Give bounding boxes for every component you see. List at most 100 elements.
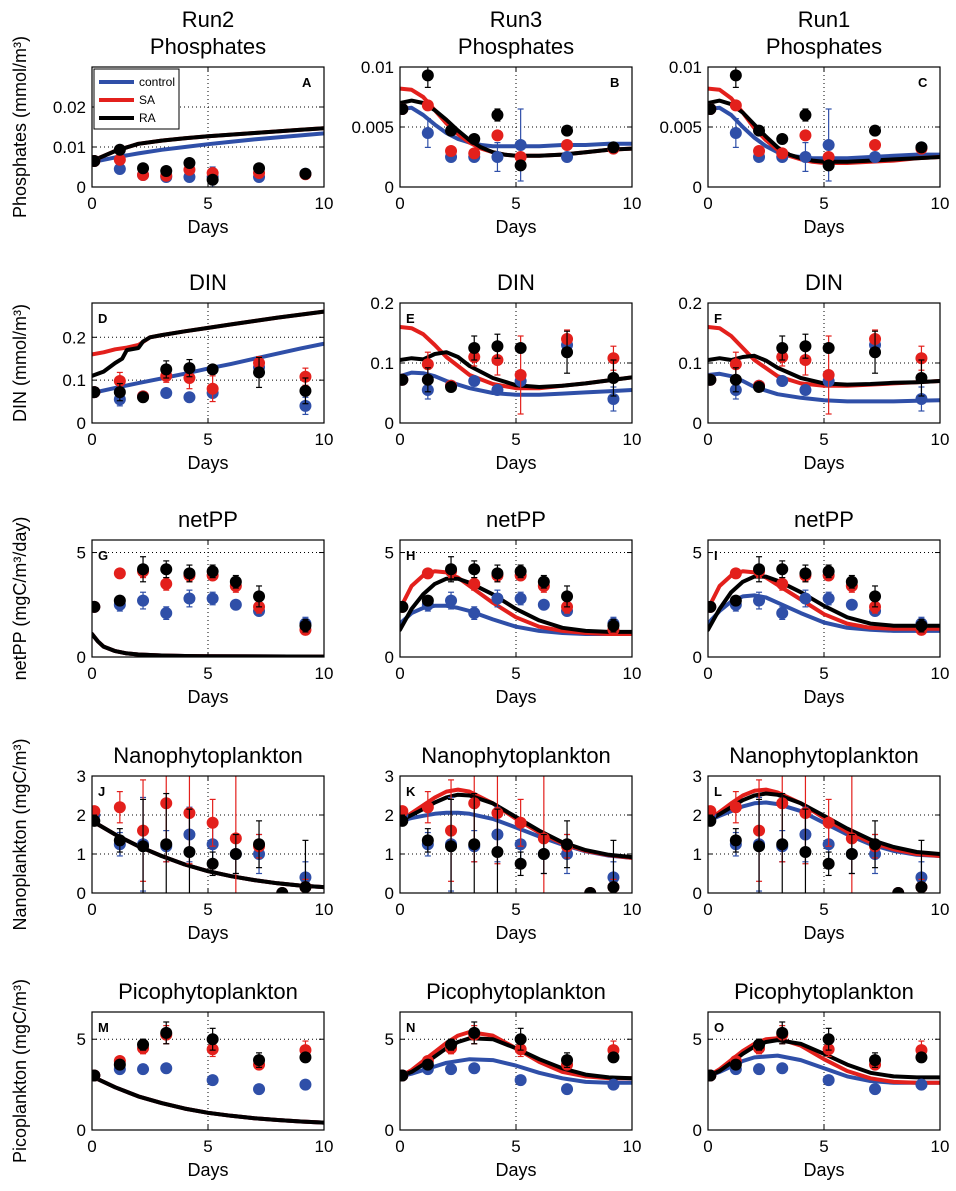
data-point-ra <box>113 386 126 399</box>
data-point-ra <box>421 594 434 607</box>
legend-label-control: control <box>139 75 175 89</box>
series-line-control <box>92 131 324 165</box>
data-point-sa <box>822 151 835 163</box>
y-tick-label: 0 <box>693 884 702 903</box>
row-y-axis-label: Picoplankton (mgC/m³) <box>10 979 30 1163</box>
y-tick-label: 0 <box>77 884 86 903</box>
x-axis-label: Days <box>803 217 844 237</box>
data-point-ra <box>776 133 789 145</box>
y-tick-label: 0.01 <box>53 138 86 157</box>
data-point-ra <box>845 575 858 588</box>
series-line-ra <box>400 576 632 634</box>
x-tick-label: 10 <box>315 664 334 683</box>
chart-title-line1: Run2 <box>182 7 235 32</box>
x-tick-label: 0 <box>395 664 404 683</box>
panel-letter: M <box>98 1020 109 1035</box>
data-point-ra <box>468 342 481 354</box>
data-point-ra <box>421 834 434 847</box>
data-point-ra <box>253 1054 266 1067</box>
data-point-ra <box>113 594 126 607</box>
data-point-control <box>468 607 481 620</box>
data-point-ra <box>915 881 928 893</box>
legend: control SA RA <box>93 68 180 130</box>
data-point-control <box>160 387 173 399</box>
x-tick-label: 0 <box>395 1137 404 1156</box>
x-tick-label: 5 <box>511 194 520 213</box>
data-point-ra <box>607 141 620 154</box>
data-point-ra <box>729 373 742 386</box>
panel-letter: O <box>714 1020 724 1035</box>
y-tick-label: 0.1 <box>370 354 394 373</box>
x-tick-label: 10 <box>931 664 950 683</box>
data-point-ra <box>799 567 812 580</box>
data-point-control <box>468 375 481 387</box>
data-point-control <box>468 1062 481 1075</box>
chart-title: DIN <box>805 270 843 295</box>
data-point-ra <box>915 619 928 632</box>
x-tick-label: 5 <box>511 664 520 683</box>
legend-label-sa: SA <box>139 93 155 107</box>
plot-content <box>400 556 632 636</box>
data-point-ra <box>753 1038 766 1051</box>
chart-title: netPP <box>486 507 546 532</box>
data-point-ra <box>561 346 574 359</box>
y-tick-label: 0.01 <box>669 58 702 77</box>
y-tick-label: 3 <box>385 767 394 786</box>
data-point-ra <box>445 1038 458 1051</box>
series-line-ra <box>92 1074 324 1125</box>
x-axis-label: Days <box>495 923 536 943</box>
data-point-ra <box>206 565 219 578</box>
x-tick-label: 0 <box>703 430 712 449</box>
y-tick-label: 1 <box>77 845 86 864</box>
data-point-control <box>822 592 835 605</box>
data-point-sa <box>514 151 527 163</box>
data-point-ra <box>421 1058 434 1071</box>
data-point-control <box>729 127 742 139</box>
data-point-ra <box>776 342 789 354</box>
panel-letter: I <box>714 548 718 563</box>
x-tick-label: 5 <box>203 430 212 449</box>
data-point-ra <box>822 342 835 354</box>
data-point-control <box>206 1074 219 1087</box>
x-tick-label: 5 <box>203 1137 212 1156</box>
x-tick-label: 5 <box>203 194 212 213</box>
data-point-sa <box>729 99 742 112</box>
data-point-ra <box>445 124 458 137</box>
data-point-ra <box>708 600 717 613</box>
data-point-sa <box>776 147 789 160</box>
data-point-sa <box>799 129 812 142</box>
plot-content <box>708 1021 940 1096</box>
data-point-sa <box>400 805 409 818</box>
x-tick-label: 5 <box>511 900 520 919</box>
data-point-ra <box>708 103 717 115</box>
data-point-ra <box>253 590 266 603</box>
x-tick-label: 0 <box>703 194 712 213</box>
data-point-ra <box>92 155 101 167</box>
data-point-control <box>137 1063 150 1076</box>
row-y-axis-label: Nanoplankton (mgC/m³) <box>10 738 30 930</box>
y-tick-label: 5 <box>693 1030 702 1049</box>
data-point-control <box>561 1083 574 1096</box>
data-point-ra <box>584 887 597 893</box>
data-point-sa <box>113 801 126 814</box>
row-y-axis-label: Phosphates (mmol/m³) <box>10 36 30 218</box>
chart-title-line1: Run3 <box>490 7 543 32</box>
plot-area <box>92 776 324 893</box>
data-point-control <box>229 598 242 611</box>
x-tick-label: 5 <box>819 900 828 919</box>
y-tick-label: 0.2 <box>678 294 702 313</box>
data-point-sa <box>822 369 835 381</box>
data-point-sa <box>822 816 835 829</box>
y-tick-label: 5 <box>77 544 86 563</box>
x-tick-label: 5 <box>819 194 828 213</box>
data-point-control <box>137 594 150 607</box>
data-point-ra <box>276 887 289 893</box>
data-point-ra <box>160 1026 173 1039</box>
y-tick-label: 0 <box>385 178 394 197</box>
y-tick-label: 1 <box>385 845 394 864</box>
panel-G: 0 5 10 0 5 Days netPP G <box>77 507 334 707</box>
data-point-ra <box>183 567 196 580</box>
plot-content <box>92 1021 324 1125</box>
data-point-ra <box>514 159 527 172</box>
x-axis-label: Days <box>187 923 228 943</box>
